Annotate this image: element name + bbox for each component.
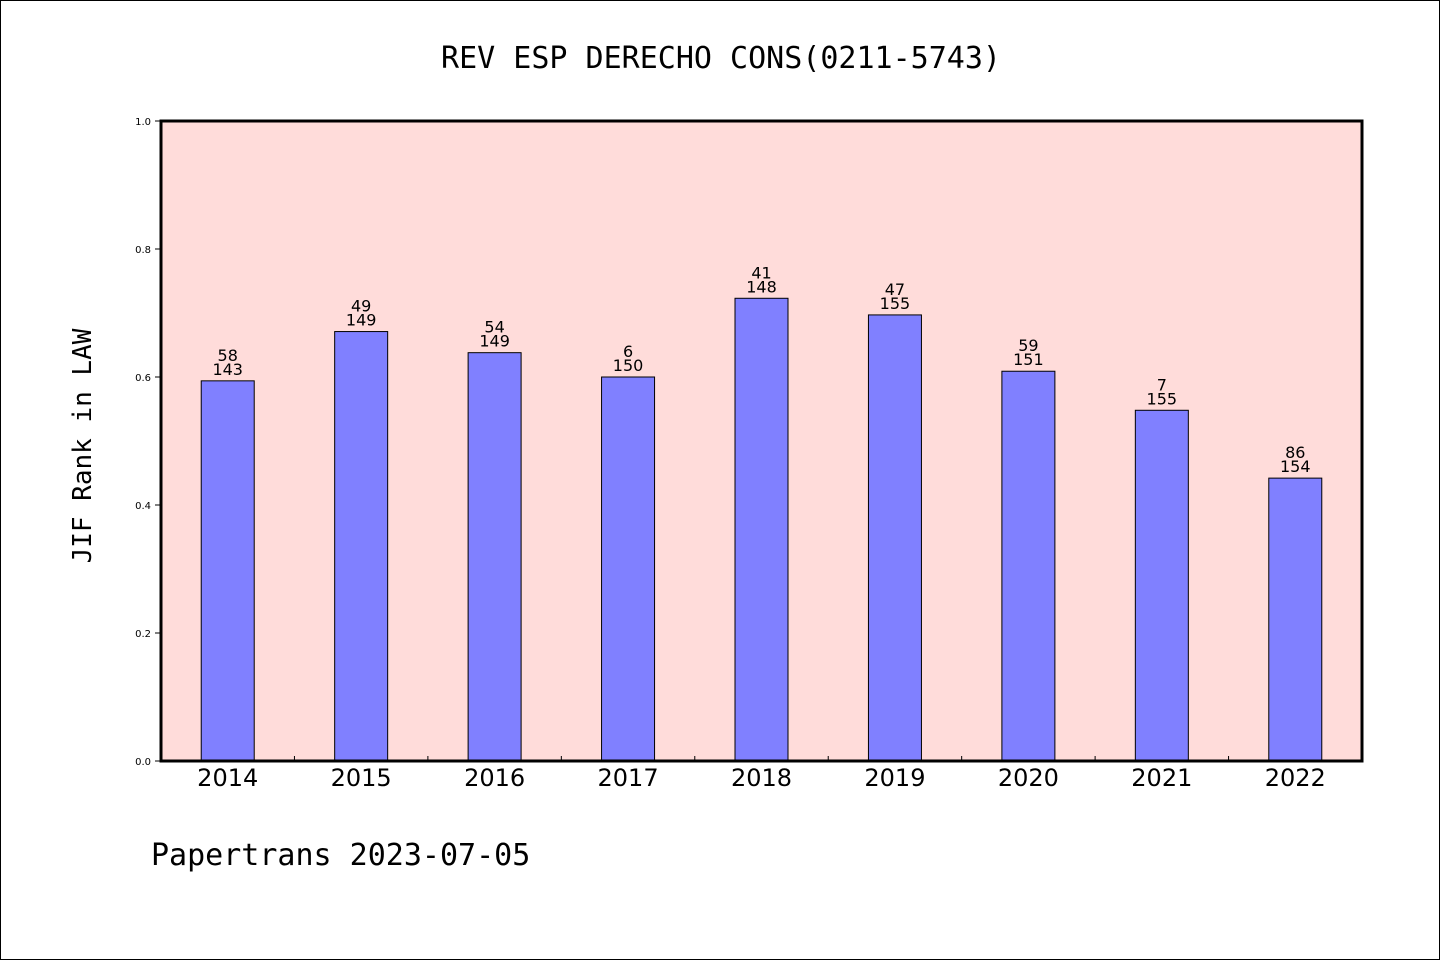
y-tick-label: 0.0 [135,757,151,768]
x-tick-label: 2021 [1131,764,1192,792]
y-tick-label: 0.6 [135,373,151,384]
chart-title: REV ESP DERECHO CONS(0211-5743) [441,41,1001,76]
bar-2014 [200,380,255,762]
x-tick-label: 2016 [464,764,525,792]
bar-2017 [601,376,656,762]
data-label-total: 149 [346,311,377,330]
y-axis-ticks: 0.0 0.2 0.4 0.6 0.8 1.0 [135,117,161,768]
data-label-rank: 54 [484,318,504,337]
data-label-rank: 7 [1157,375,1167,394]
data-label-rank: 58 [218,346,238,365]
data-label-rank: 86 [1285,443,1305,462]
bar-2022 [1268,477,1323,762]
bar-2018 [734,297,789,762]
plot-frame [159,119,1364,763]
y-tick-label: 0.4 [135,501,151,512]
data-label-rank: 47 [885,280,905,299]
x-tick-label: 2019 [864,764,925,792]
x-axis-labels: 2014 2015 2016 2017 2018 2019 2020 2021 2022 [197,764,1326,792]
bar-2020 [1001,370,1056,762]
data-label-total: 155 [1147,389,1178,408]
x-tick-label: 2014 [197,764,258,792]
bar-2016 [467,352,522,762]
data-label-rank: 49 [351,297,371,316]
y-axis-label: JIF Rank in LAW [68,328,98,563]
data-label-total: 143 [212,360,243,379]
y-tick-label: 0.2 [135,629,151,640]
data-label-total: 154 [1280,457,1311,476]
y-tick-label: 0.8 [135,245,151,256]
x-tick-label: 2018 [731,764,792,792]
x-tick-label: 2022 [1265,764,1326,792]
y-tick-label: 1.0 [135,117,151,128]
x-tick-label: 2020 [998,764,1059,792]
data-label-total: 155 [880,294,911,313]
data-label-rank: 41 [751,263,771,282]
data-label-rank: 6 [623,342,633,361]
data-label-total: 149 [479,332,510,351]
bar-2015 [334,331,389,762]
data-label-rank: 59 [1018,336,1038,355]
footer-credit: Papertrans 2023-07-05 [151,838,530,873]
data-label-total: 150 [613,356,644,375]
bar-2019 [867,314,922,762]
x-tick-label: 2017 [598,764,659,792]
x-tick-label: 2015 [331,764,392,792]
data-label-total: 148 [746,277,777,296]
data-label-total: 151 [1013,350,1044,369]
bar-2021 [1134,409,1189,762]
